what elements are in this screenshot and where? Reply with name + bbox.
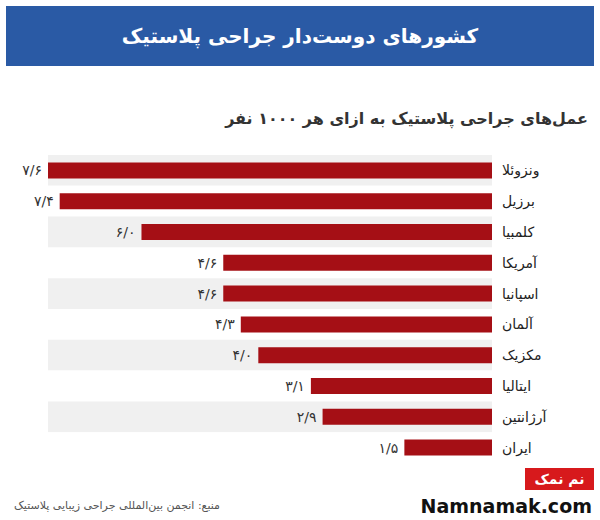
svg-text:ونزوئلا: ونزوئلا bbox=[502, 162, 539, 179]
svg-text:کشورهای دوست‌دار جراحی پلاستیک: کشورهای دوست‌دار جراحی پلاستیک bbox=[122, 24, 479, 49]
svg-text:۲/۹: ۲/۹ bbox=[297, 409, 317, 425]
svg-text:ایتالیا: ایتالیا bbox=[502, 378, 531, 394]
svg-text:۷/۴: ۷/۴ bbox=[34, 193, 54, 209]
svg-text:Namnamak.com: Namnamak.com bbox=[421, 495, 592, 517]
svg-text:۷/۶: ۷/۶ bbox=[22, 162, 42, 178]
svg-text:برزیل: برزیل bbox=[502, 193, 535, 210]
svg-text:۴/۰: ۴/۰ bbox=[233, 347, 253, 363]
svg-text:۳/۱: ۳/۱ bbox=[285, 378, 305, 394]
svg-text:آلمان: آلمان bbox=[502, 316, 534, 332]
svg-text:منبع: انجمن بین‌المللی جراحی ز: منبع: انجمن بین‌المللی جراحی زیبایی پلاس… bbox=[14, 499, 220, 512]
svg-text:آرژانتین: آرژانتین bbox=[502, 409, 547, 426]
svg-text:۴/۶: ۴/۶ bbox=[197, 255, 217, 271]
svg-text:۴/۳: ۴/۳ bbox=[215, 316, 235, 332]
svg-text:کلمبیا: کلمبیا bbox=[502, 224, 534, 240]
svg-text:۶/۰: ۶/۰ bbox=[116, 224, 136, 240]
svg-text:اسپانیا: اسپانیا bbox=[502, 286, 539, 303]
svg-text:ایران: ایران bbox=[502, 440, 532, 457]
svg-text:مکزیک: مکزیک bbox=[502, 347, 541, 364]
svg-text:۴/۶: ۴/۶ bbox=[197, 286, 217, 302]
svg-text:عمل‌های جراحی پلاستیک به ازای: عمل‌های جراحی پلاستیک به ازای هر ۱۰۰۰ نف… bbox=[224, 109, 588, 129]
svg-text:آمریکا: آمریکا bbox=[502, 255, 538, 272]
svg-text:نم نمک: نم نمک bbox=[534, 471, 584, 487]
svg-text:۱/۵: ۱/۵ bbox=[379, 440, 399, 456]
